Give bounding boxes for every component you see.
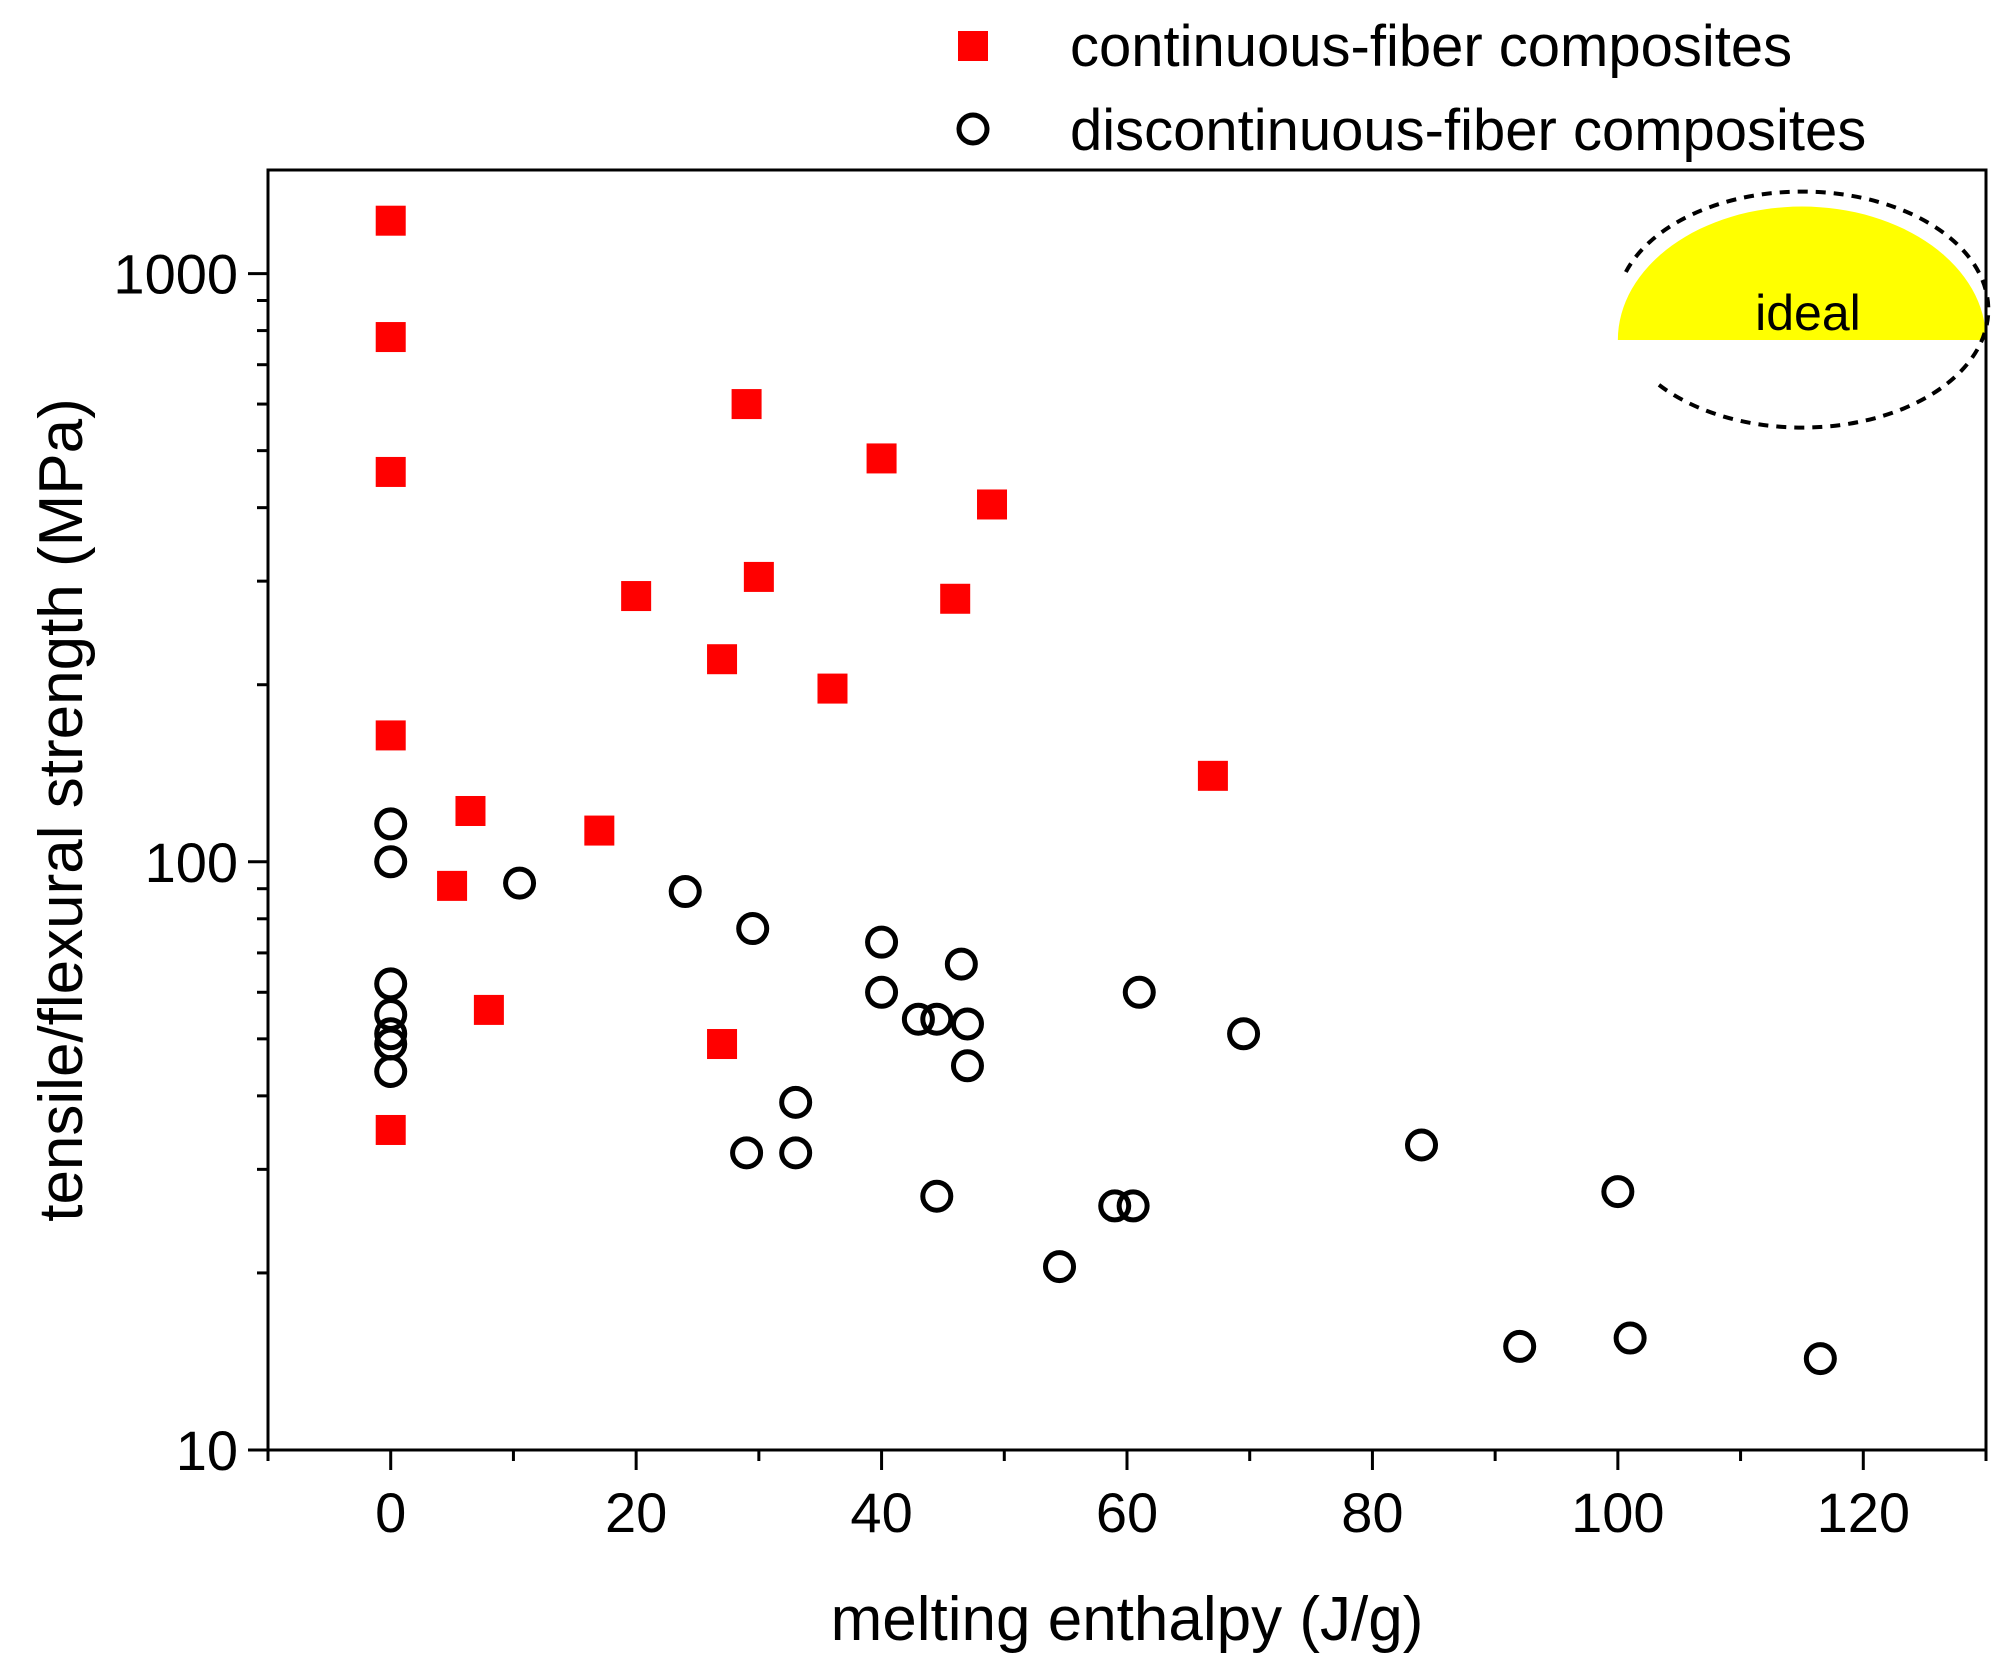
y-axis-title: tensile/flexural strength (MPa) bbox=[27, 398, 96, 1222]
discontinuous-fiber-point bbox=[668, 875, 702, 909]
ideal-region-annotation: ideal bbox=[1617, 189, 1991, 430]
discontinuous-fiber-point bbox=[944, 947, 978, 981]
discontinuous-fiber-point bbox=[374, 1017, 408, 1051]
discontinuous-fiber-point bbox=[374, 967, 408, 1001]
discontinuous-fiber-point bbox=[1122, 975, 1156, 1009]
continuous-fiber-point bbox=[375, 720, 406, 751]
continuous-fiber-point bbox=[707, 644, 738, 675]
discontinuous-fiber-point bbox=[1503, 1329, 1537, 1363]
discontinuous-fiber-point bbox=[920, 1179, 954, 1213]
discontinuous-fiber-point bbox=[950, 1007, 984, 1041]
y-tick-label: 10 bbox=[176, 1419, 238, 1482]
continuous-fiber-point bbox=[375, 1114, 406, 1145]
discontinuous-fiber-point bbox=[901, 1002, 935, 1036]
plot-frame bbox=[266, 168, 1988, 1452]
x-tick-label: 80 bbox=[1341, 1481, 1403, 1544]
continuous-fiber-point bbox=[621, 581, 652, 612]
discontinuous-fiber-point bbox=[1043, 1250, 1077, 1284]
continuous-fiber-point bbox=[473, 994, 504, 1025]
continuous-fiber-point bbox=[584, 815, 615, 846]
continuous-fiber-point bbox=[375, 456, 406, 487]
discontinuous-fiber-point bbox=[1405, 1128, 1439, 1162]
continuous-fiber-point bbox=[977, 489, 1008, 520]
discontinuous-fiber-point bbox=[1227, 1017, 1261, 1051]
legend-label-continuous: continuous-fiber composites bbox=[1070, 14, 1792, 79]
x-tick-label: 100 bbox=[1571, 1481, 1664, 1544]
legend-marker-continuous bbox=[958, 31, 988, 61]
continuous-fiber-point bbox=[1197, 760, 1228, 791]
discontinuous-fiber-point bbox=[920, 1002, 954, 1036]
discontinuous-fiber-point bbox=[374, 1055, 408, 1089]
continuous-fiber-point bbox=[455, 795, 486, 826]
x-tick-label: 0 bbox=[375, 1481, 406, 1544]
legend-label-discontinuous: discontinuous-fiber composites bbox=[1070, 98, 1866, 163]
discontinuous-fiber-point bbox=[374, 845, 408, 879]
discontinuous-fiber-point bbox=[1613, 1321, 1647, 1355]
legend: continuous-fiber composites discontinuou… bbox=[956, 14, 1866, 163]
x-axis-title: melting enthalpy (J/g) bbox=[831, 1585, 1424, 1654]
continuous-fiber-point bbox=[437, 870, 468, 901]
x-tick-label: 120 bbox=[1817, 1481, 1910, 1544]
ideal-label: ideal bbox=[1755, 285, 1861, 341]
discontinuous-fiber-point bbox=[1098, 1189, 1132, 1223]
x-axis: 0 20 40 60 80 100 120 bbox=[266, 1450, 1988, 1544]
ideal-region-fill bbox=[1617, 206, 1986, 340]
x-tick-label: 40 bbox=[850, 1481, 912, 1544]
x-tick-label: 60 bbox=[1096, 1481, 1158, 1544]
continuous-fiber-point bbox=[707, 1029, 738, 1060]
y-tick-label: 1000 bbox=[113, 243, 238, 306]
continuous-fiber-point bbox=[940, 583, 971, 614]
continuous-fiber-point bbox=[375, 322, 406, 353]
discontinuous-fiber-point bbox=[1116, 1189, 1150, 1223]
discontinuous-fiber-point bbox=[950, 1049, 984, 1083]
discontinuous-fiber-point bbox=[779, 1085, 813, 1119]
discontinuous-fiber-point bbox=[736, 912, 770, 946]
continuous-fiber-point bbox=[866, 443, 897, 474]
continuous-fiber-point bbox=[743, 561, 774, 592]
discontinuous-fiber-point bbox=[730, 1136, 764, 1170]
discontinuous-fiber-point bbox=[865, 975, 899, 1009]
discontinuous-fiber-point bbox=[374, 807, 408, 841]
continuous-fiber-point bbox=[817, 673, 848, 704]
x-tick-label: 20 bbox=[605, 1481, 667, 1544]
discontinuous-fiber-point bbox=[1601, 1175, 1635, 1209]
discontinuous-fiber-point bbox=[503, 866, 537, 900]
discontinuous-fiber-point bbox=[865, 925, 899, 959]
continuous-fiber-point bbox=[731, 389, 762, 420]
continuous-fiber-point bbox=[375, 205, 406, 236]
data-points bbox=[374, 205, 1837, 1376]
y-axis: 10 100 1000 bbox=[113, 243, 268, 1482]
discontinuous-fiber-point bbox=[1803, 1342, 1837, 1376]
discontinuous-fiber-point bbox=[779, 1136, 813, 1170]
legend-marker-discontinuous bbox=[956, 112, 990, 146]
y-tick-label: 100 bbox=[145, 831, 238, 894]
